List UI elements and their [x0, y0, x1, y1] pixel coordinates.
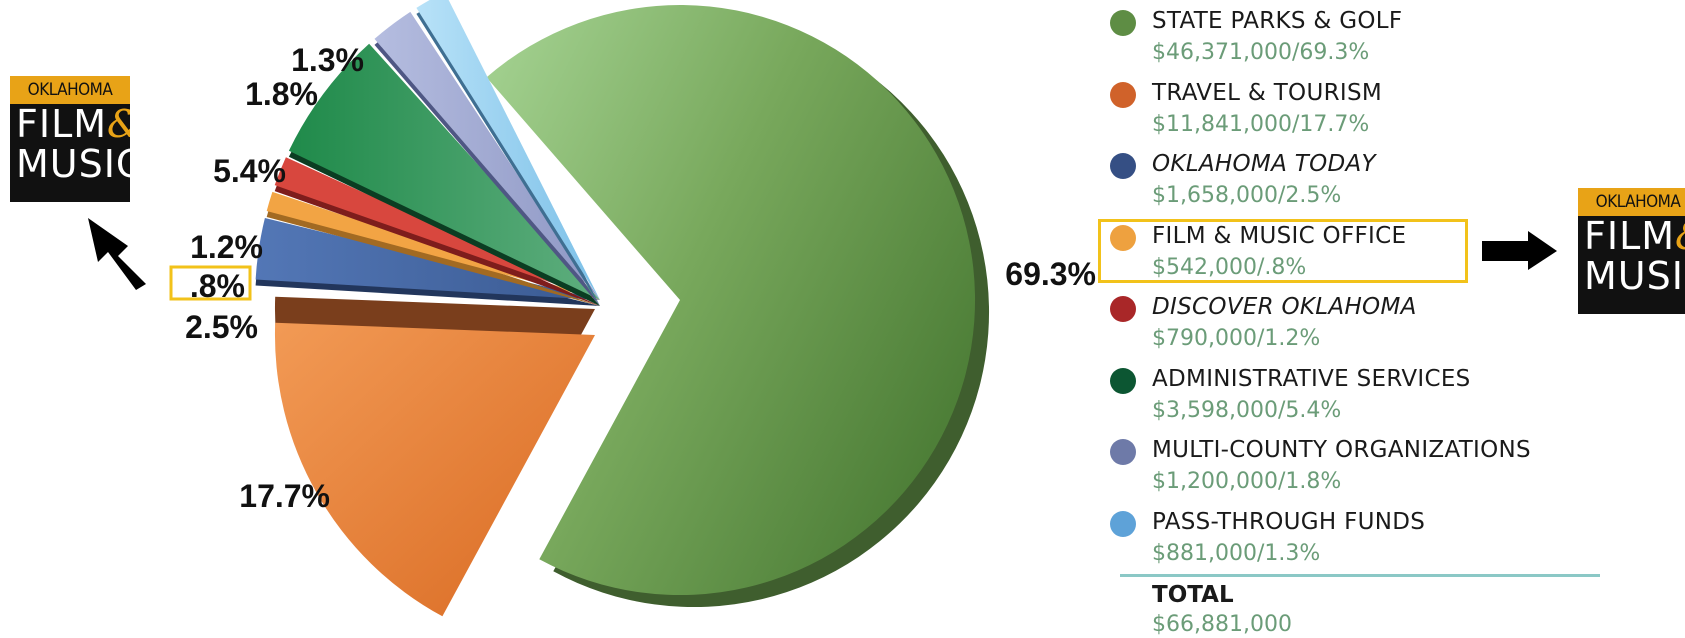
- total-value: $66,881,000: [1152, 612, 1292, 637]
- legend-value: $11,841,000/17.7%: [1152, 111, 1370, 137]
- total-divider: [1120, 574, 1600, 577]
- logo-top-text: OKLAHOMA: [1578, 188, 1685, 216]
- legend-item-film-music: FILM & MUSIC OFFICE $542,000/.8%: [1108, 221, 1668, 293]
- legend: STATE PARKS & GOLF $46,371,000/69.3% TRA…: [1108, 6, 1668, 578]
- logo-amp: &: [107, 102, 130, 146]
- legend-item-multi-county: MULTI-COUNTY ORGANIZATIONS $1,200,000/1.…: [1108, 435, 1668, 507]
- legend-item-administrative: ADMINISTRATIVE SERVICES $3,598,000/5.4%: [1108, 364, 1668, 436]
- pct-label-travel-tourism: 17.7%: [239, 478, 330, 514]
- legend-dot: [1110, 439, 1136, 465]
- legend-value: $46,371,000/69.3%: [1152, 40, 1370, 65]
- legend-dot: [1110, 296, 1136, 322]
- legend-dot: [1110, 224, 1136, 251]
- legend-label: PASS-THROUGH FUNDS: [1152, 508, 1426, 535]
- logo-line2: MUSIC: [16, 142, 130, 186]
- legend-dot: [1110, 510, 1136, 537]
- legend-label: MULTI-COUNTY ORGANIZATIONS: [1152, 437, 1531, 463]
- arrow-left-icon: [88, 218, 146, 290]
- pct-label-discover-oklahoma: 1.2%: [190, 229, 263, 265]
- total-label: TOTAL: [1152, 582, 1234, 608]
- legend-dot: [1110, 10, 1136, 36]
- legend-item-pass-through: PASS-THROUGH FUNDS $881,000/1.3%: [1108, 507, 1668, 579]
- slice-travel-tourism: [274, 322, 595, 617]
- legend-item-discover-oklahoma: DISCOVER OKLAHOMA $790,000/1.2%: [1108, 292, 1668, 364]
- legend-label: FILM & MUSIC OFFICE: [1152, 222, 1407, 249]
- legend-label: TRAVEL & TOURISM: [1152, 79, 1382, 106]
- logo-line1: FILM: [16, 102, 108, 146]
- slice-state-parks: [486, 5, 976, 596]
- legend-item-oklahoma-today: OKLAHOMA TODAY $1,658,000/2.5%: [1108, 149, 1668, 221]
- slice-multi-county: [374, 11, 600, 301]
- highlight-box-legend: [1098, 219, 1468, 283]
- legend-label: STATE PARKS & GOLF: [1152, 8, 1403, 34]
- legend-label: OKLAHOMA TODAY: [1152, 151, 1376, 177]
- pct-label-pass-through: 1.3%: [291, 42, 364, 78]
- logo-line1: FILM: [1584, 214, 1676, 258]
- legend-value: $1,200,000/1.8%: [1152, 469, 1342, 494]
- legend-label: DISCOVER OKLAHOMA: [1152, 294, 1417, 320]
- legend-item-state-parks: STATE PARKS & GOLF $46,371,000/69.3%: [1108, 6, 1668, 78]
- film-music-logo-right: OKLAHOMA FILM& MUSIC: [1578, 188, 1685, 314]
- legend-dot: [1110, 367, 1136, 394]
- legend-value: $881,000/1.3%: [1152, 540, 1321, 566]
- slice-administrative: [288, 43, 600, 300]
- film-music-logo-left: OKLAHOMA FILM& MUSIC: [10, 76, 130, 202]
- legend-value: $3,598,000/5.4%: [1152, 397, 1342, 423]
- logo-top-text: OKLAHOMA: [10, 76, 130, 104]
- logo-amp: &: [1675, 214, 1685, 258]
- legend-value: $1,658,000/2.5%: [1152, 183, 1342, 208]
- pct-label-state-parks: 69.3%: [1005, 256, 1096, 292]
- legend-item-travel-tourism: TRAVEL & TOURISM $11,841,000/17.7%: [1108, 78, 1668, 150]
- legend-value: $542,000/.8%: [1152, 254, 1307, 280]
- pct-label-multi-county: 1.8%: [245, 76, 318, 112]
- legend-value: $790,000/1.2%: [1152, 326, 1321, 351]
- legend-dot: [1110, 81, 1136, 108]
- arrow-right-icon: [1482, 231, 1557, 270]
- slice-pass-through: [416, 0, 600, 300]
- pct-label-oklahoma-today: 2.5%: [185, 309, 258, 345]
- logo-line2: MUSIC: [1584, 254, 1685, 298]
- highlight-box-pct: [169, 265, 252, 301]
- legend-label: ADMINISTRATIVE SERVICES: [1152, 365, 1471, 392]
- legend-dot: [1110, 153, 1136, 179]
- pct-label-administrative: 5.4%: [213, 153, 286, 189]
